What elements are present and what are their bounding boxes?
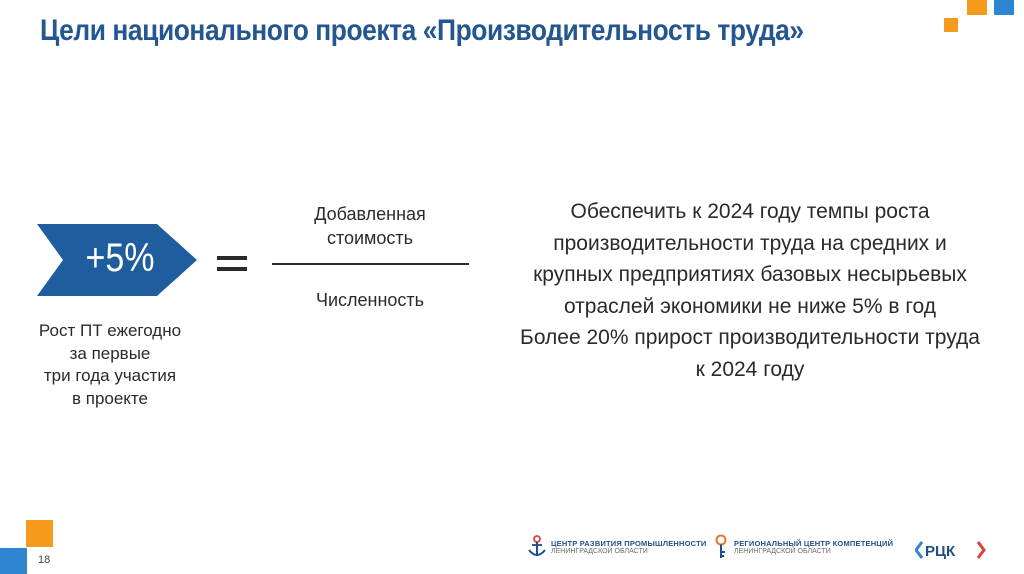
slide-number: 18 bbox=[38, 554, 51, 566]
growth-arrow-shape bbox=[37, 224, 197, 296]
growth-caption-line: Рост ПТ ежегодно bbox=[38, 321, 182, 340]
logo-industry-center-name: ЦЕНТР РАЗВИТИЯ ПРОМЫШЛЕННОСТИ bbox=[551, 539, 707, 548]
logo-industry-center: ЦЕНТР РАЗВИТИЯ ПРОМЫШЛЕННОСТИ ЛЕНИНГРАДС… bbox=[527, 533, 706, 561]
decor-square-blue bbox=[994, 0, 1014, 15]
growth-caption-line: в проекте bbox=[71, 388, 148, 408]
goal-line: Обеспечить к 2024 году темпы роста bbox=[570, 200, 930, 223]
rck-logo: РЦК bbox=[915, 536, 987, 564]
anchor-icon bbox=[528, 535, 546, 556]
formula-numerator: Добавленная стоимость bbox=[270, 202, 470, 250]
slide-title: Цели национального проекта «Производител… bbox=[40, 14, 804, 47]
goal-line: крупных предприятиях базовых несырьевых bbox=[533, 263, 967, 286]
goal-line: производительности труда на средних и bbox=[553, 231, 947, 255]
key-icon bbox=[715, 534, 727, 558]
decor-square-orange-small bbox=[944, 18, 958, 32]
formula-denominator: Численность bbox=[315, 290, 425, 310]
equals-sign bbox=[217, 256, 247, 278]
formula-numerator-line: стоимость bbox=[326, 228, 414, 248]
fraction-bar bbox=[272, 263, 469, 265]
formula-numerator-line: Добавленная bbox=[314, 204, 426, 224]
svg-text:РЦК: РЦК bbox=[925, 543, 956, 560]
growth-caption-line: за первые bbox=[69, 343, 151, 363]
logo-competence-center-region: ЛЕНИНГРАДСКОЙ ОБЛАСТИ bbox=[734, 548, 831, 555]
logo-competence-center: РЕГИОНАЛЬНЫЙ ЦЕНТР КОМПЕТЕНЦИЙ ЛЕНИНГРАД… bbox=[712, 533, 893, 561]
logo-competence-center-name: РЕГИОНАЛЬНЫЙ ЦЕНТР КОМПЕТЕНЦИЙ bbox=[734, 539, 894, 548]
goal-line: отраслей экономики не ниже 5% в год bbox=[563, 294, 937, 318]
growth-value: +5% bbox=[85, 236, 155, 280]
decor-square-orange bbox=[967, 0, 987, 15]
goal-line: Более 20% прирост производительности тру… bbox=[520, 326, 980, 349]
decor-square-blue-bottom bbox=[0, 548, 27, 574]
growth-caption-line: три года участия bbox=[43, 366, 177, 385]
logo-industry-center-region: ЛЕНИНГРАДСКОЙ ОБЛАСТИ bbox=[551, 548, 648, 555]
goal-line: к 2024 году bbox=[695, 357, 805, 381]
rck-logo-graphic: РЦК bbox=[915, 541, 986, 560]
goal-text: Обеспечить к 2024 году темпы роста произ… bbox=[510, 196, 990, 385]
decor-square-orange-bottom bbox=[26, 520, 53, 547]
growth-caption: Рост ПТ ежегодно за первые три года учас… bbox=[20, 320, 200, 410]
